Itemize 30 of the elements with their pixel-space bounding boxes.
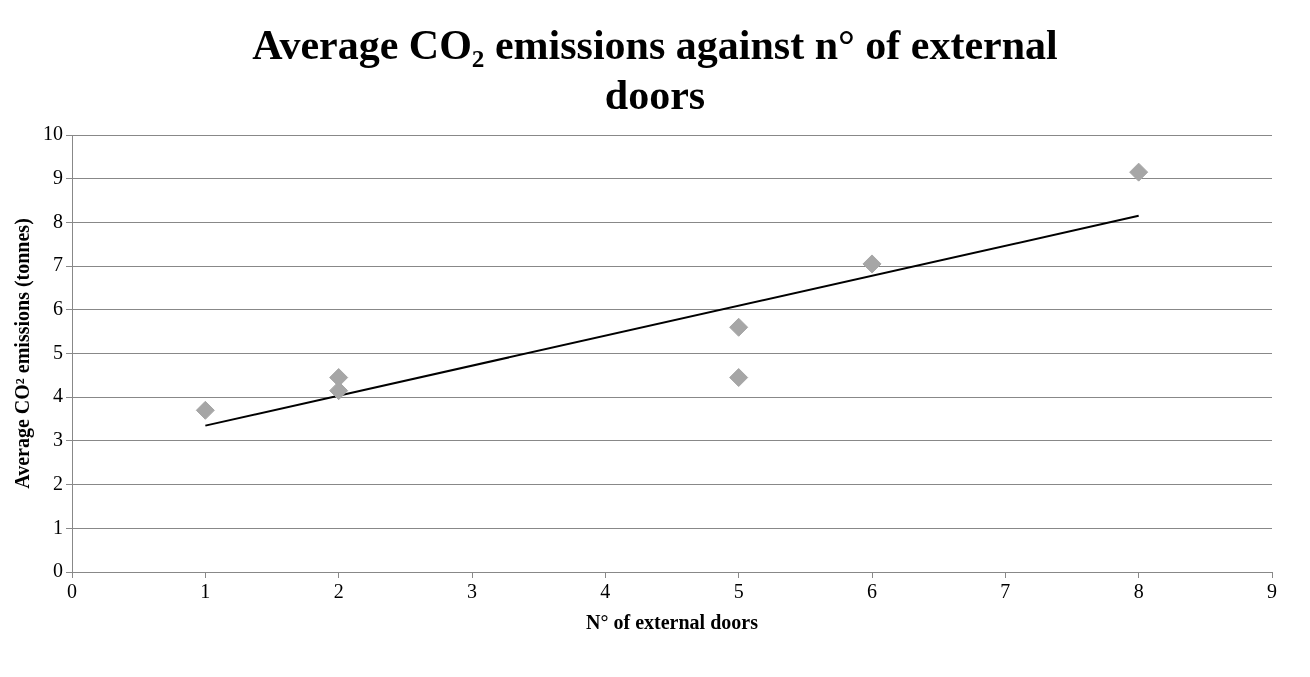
point [729, 317, 749, 337]
x-axis-title: N° of external doors [586, 611, 759, 634]
y-tick-label: 9 [53, 165, 63, 188]
point [729, 368, 749, 388]
y-tick-label: 10 [43, 122, 63, 145]
point [195, 400, 215, 420]
x-tick-label: 3 [467, 580, 477, 603]
y-tick-label: 6 [53, 297, 63, 320]
y-axis-title: Average CO² emissions (tonnes) [11, 218, 35, 489]
x-tick-label: 0 [67, 580, 77, 603]
y-tick-label: 3 [53, 428, 63, 451]
x-tick-label: 4 [600, 580, 611, 603]
x-tick-label: 7 [1000, 580, 1011, 603]
point [862, 254, 882, 274]
x-tick-label: 8 [1133, 580, 1144, 603]
x-tick-label: 9 [1267, 580, 1277, 603]
point [329, 381, 349, 401]
x-tick-label: 5 [733, 580, 744, 603]
y-tick-label: 5 [53, 340, 63, 363]
x-tick-label: 6 [867, 580, 877, 603]
x-tick-label: 2 [333, 580, 344, 603]
y-tick-label: 8 [53, 209, 63, 232]
y-tick-label: 4 [53, 384, 63, 407]
y-tick-label: 2 [53, 471, 63, 494]
point [1129, 162, 1149, 182]
y-tick-label: 7 [53, 253, 63, 276]
x-tick-label: 1 [200, 580, 211, 603]
y-tick-label: 1 [53, 515, 63, 538]
y-tick-label: 0 [53, 559, 63, 582]
chart-title: Average CO₂ emissions against n° of external doors [251, 21, 1059, 120]
